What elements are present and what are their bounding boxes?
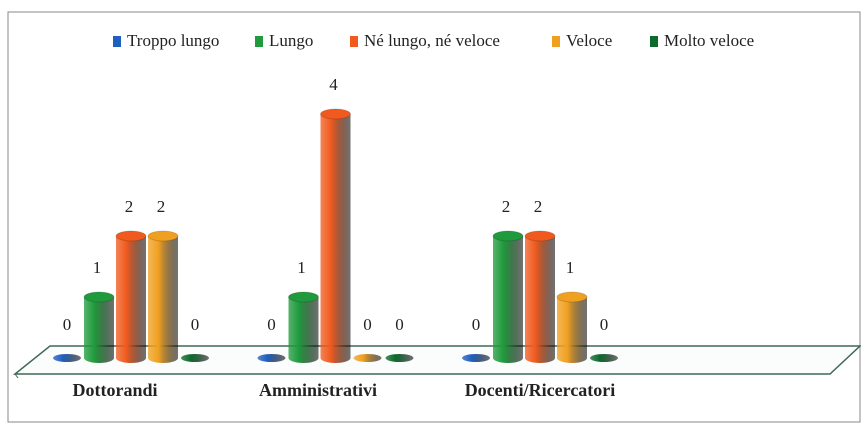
bar [557, 297, 587, 363]
bar [288, 297, 319, 363]
bar [320, 114, 351, 363]
data-label: 0 [363, 315, 372, 334]
bar-top [556, 291, 588, 303]
x-tick-label: Docenti/Ricercatori [465, 380, 616, 400]
bar-zero [53, 354, 81, 362]
bar-zero [462, 354, 490, 362]
bar-top [147, 230, 179, 242]
floor [12, 345, 861, 375]
bar-top [115, 230, 147, 242]
bar [84, 297, 114, 363]
data-label: 0 [472, 315, 481, 334]
data-label: 4 [329, 75, 338, 94]
bar-top [524, 230, 556, 242]
data-label: 1 [93, 258, 102, 277]
bar-zero [353, 354, 382, 362]
bar-zero [181, 354, 209, 362]
data-label: 0 [600, 315, 609, 334]
data-label: 2 [534, 197, 543, 216]
bar-zero [385, 354, 414, 362]
bar [148, 236, 178, 363]
bar-top [83, 291, 115, 303]
data-label: 0 [267, 315, 276, 334]
data-label: 1 [566, 258, 575, 277]
legend-label: Né lungo, né veloce [364, 31, 500, 50]
legend-swatch [552, 36, 560, 47]
legend-swatch [113, 36, 121, 47]
bar [493, 236, 523, 363]
bar [116, 236, 146, 363]
data-label: 2 [502, 197, 511, 216]
data-label: 2 [125, 197, 134, 216]
legend-label: Veloce [566, 31, 612, 50]
legend-label: Molto veloce [664, 31, 754, 50]
data-label: 0 [395, 315, 404, 334]
legend-label: Lungo [269, 31, 313, 50]
bar [525, 236, 555, 363]
legend-swatch [255, 36, 263, 47]
bar-top [288, 291, 319, 303]
data-label: 0 [191, 315, 200, 334]
bar-zero [590, 354, 618, 362]
legend-swatch [650, 36, 658, 47]
legend-label: Troppo lungo [127, 31, 219, 50]
bar-top [320, 108, 351, 120]
data-label: 1 [297, 258, 306, 277]
bar-top [492, 230, 524, 242]
floor-edge [14, 373, 19, 379]
x-tick-label: Dottorandi [73, 380, 158, 400]
x-tick-label: Amministrativi [259, 380, 377, 400]
bar-zero [257, 354, 286, 362]
data-label: 2 [157, 197, 166, 216]
legend-swatch [350, 36, 358, 47]
data-label: 0 [63, 315, 72, 334]
